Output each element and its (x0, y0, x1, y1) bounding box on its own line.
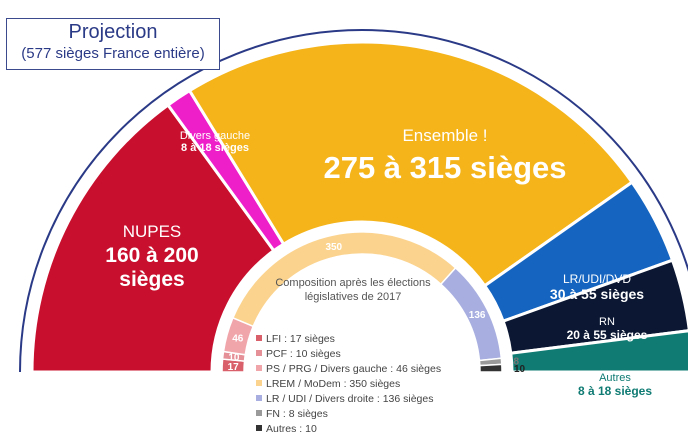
legend-label: FN : 8 sièges (266, 408, 328, 420)
label-ensemble-range: 275 à 315 sièges (323, 150, 567, 185)
outer-slices (30, 40, 688, 374)
projection-subtitle: (577 sièges France entière) (21, 45, 205, 62)
legend-label: Autres : 10 (266, 423, 317, 435)
legend-swatch (256, 380, 262, 386)
label-rn-range: 20 à 55 sièges (566, 328, 648, 342)
legend-item: PS / PRG / Divers gauche : 46 sièges (256, 362, 441, 377)
legend-swatch (256, 350, 262, 356)
legend-swatch (256, 395, 262, 401)
inner-label-lfi: 17 (228, 362, 240, 373)
outer-slice-nupes (30, 102, 276, 374)
inner-label-lr-udi-divers-droite: 136 (469, 310, 486, 321)
legend-label: LREM / MoDem : 350 sièges (266, 378, 401, 390)
label-rn-name: RN (599, 316, 615, 328)
legend-swatch (256, 410, 262, 416)
label-autres-range: 8 à 18 sièges (577, 384, 653, 398)
inner-label-fn: 8 (514, 356, 520, 367)
label-nupes-range: 160 à 200 (105, 244, 199, 267)
inner-label-pcf: 10 (228, 353, 240, 364)
label-lr-name: LR/UDI/DVD (562, 272, 631, 286)
outer-ring-arc (19, 29, 688, 373)
label-divers-gauche-range: 8 à 18 sièges (181, 142, 249, 154)
label-ensemble-name: Ensemble ! (402, 126, 488, 145)
inner-label-autres: 10 (514, 364, 526, 375)
projection-title: Projection (68, 21, 158, 43)
legend-swatch (256, 425, 262, 431)
label-divers-gauche: Divers gauche 8 à 18 sièges (172, 130, 258, 154)
legend-label: PS / PRG / Divers gauche : 46 sièges (266, 363, 442, 375)
label-nupes-name: NUPES (122, 222, 182, 241)
legend-item: LFI : 17 sièges (256, 332, 441, 347)
projection-box: Projection (577 sièges France entière) (6, 18, 220, 70)
outer-slice-ensemble- (187, 40, 635, 288)
legend: LFI : 17 sièges PCF : 10 sièges PS / PRG… (256, 332, 441, 437)
legend-item: LREM / MoDem : 350 sièges (256, 377, 441, 392)
inner-label-ps-prg-divers-gauche: 46 (232, 333, 244, 344)
legend-swatch (256, 335, 262, 341)
label-divers-gauche-name: Divers gauche (179, 130, 251, 142)
legend-swatch (256, 365, 262, 371)
legend-item: Autres : 10 (256, 422, 441, 437)
label-nupes-unit: sièges (119, 268, 185, 291)
legend-label: PCF : 10 sièges (266, 348, 341, 360)
legend-item: FN : 8 sièges (256, 407, 441, 422)
legend-label: LR / UDI / Divers droite : 136 sièges (266, 393, 434, 405)
legend-item: PCF : 10 sièges (256, 347, 441, 362)
label-autres: Autres 8 à 18 sièges (560, 372, 670, 398)
inner-slices (221, 231, 503, 373)
label-rn: RN 20 à 55 sièges (552, 316, 662, 342)
outer-hemicycle-ring (19, 29, 688, 373)
label-nupes: NUPES 160 à 200 sièges (92, 222, 212, 292)
label-lr-range: 30 à 55 sièges (549, 286, 645, 302)
label-lr: LR/UDI/DVD 30 à 55 sièges (542, 272, 652, 302)
inner-slice-autres (479, 363, 503, 373)
outer-slice-autres (509, 329, 688, 374)
inner-title: Composition après les élections législat… (275, 277, 431, 303)
legend-label: LFI : 17 sièges (266, 333, 335, 345)
label-autres-name: Autres (599, 372, 631, 384)
label-ensemble: Ensemble ! 275 à 315 sièges (300, 126, 590, 186)
inner-label-lrem-modem: 350 (325, 242, 342, 253)
legend-item: LR / UDI / Divers droite : 136 sièges (256, 392, 441, 407)
